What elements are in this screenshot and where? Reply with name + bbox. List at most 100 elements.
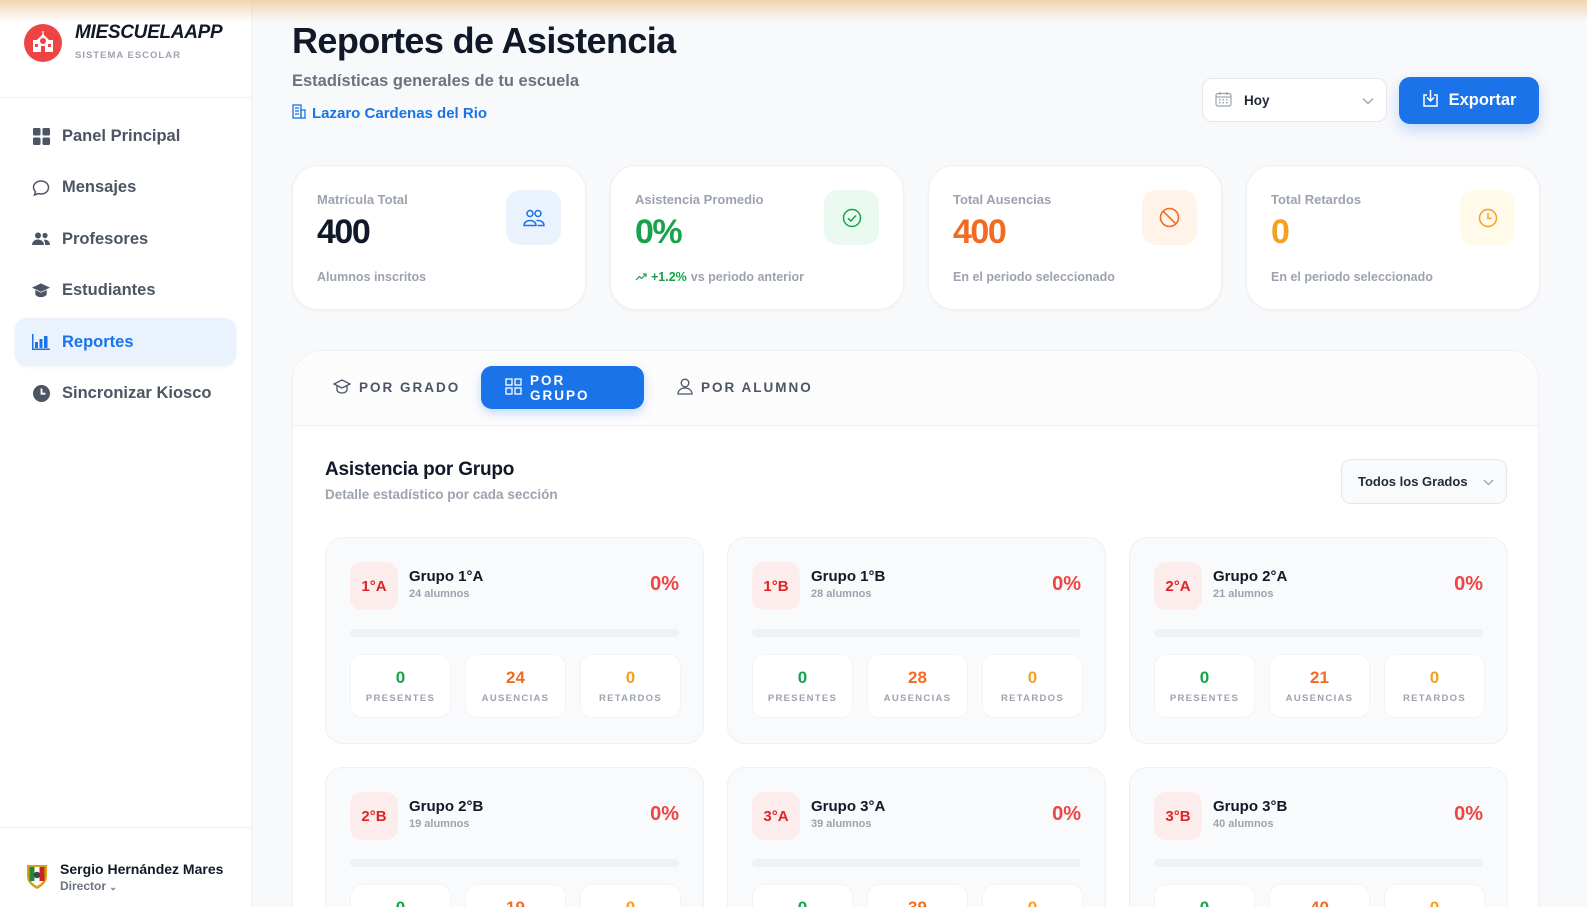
late-count: 0 [1429,668,1440,687]
tab-label: POR ALUMNO [701,380,813,395]
tab-por-alumno[interactable]: POR ALUMNO [653,366,837,409]
tab-por-grado[interactable]: POR GRADO [309,366,484,409]
clock-icon [32,385,50,403]
stat-footnote-text: En el periodo seleccionado [1271,270,1433,284]
present-count: 0 [798,898,807,907]
users-icon [32,230,50,248]
group-name: Grupo 1°B [811,568,886,585]
mini-stat-absent: 40AUSENCIAS [1269,884,1370,907]
export-label: Exportar [1448,91,1517,109]
mini-stat-absent: 19AUSENCIAS [465,884,566,907]
group-card[interactable]: 2°A Grupo 2°A 21 alumnos 0% 0 PRESENTES 2… [1129,537,1508,744]
sidebar-item-label: Estudiantes [62,281,156,299]
stat-footnote: En el periodo seleccionado [1271,270,1433,284]
building-icon [292,104,306,123]
stat-footnote: Alumnos inscritos [317,270,426,284]
grade-filter-select[interactable]: Todos los Grados [1341,459,1507,504]
mini-stat-absent: 24 AUSENCIAS [465,654,566,718]
stat-card-matricula: Matrícula Total 400 Alumnos inscritos [292,165,586,310]
section-subtitle: Detalle estadístico por cada sección [325,487,558,502]
absent-count: 19 [506,898,525,907]
clock-icon [1460,190,1515,245]
absent-label: AUSENCIAS [1285,693,1354,704]
group-badge: 2°A [1154,562,1202,610]
sidebar: MIESCUELAAPP SISTEMA ESCOLAR Panel Princ… [0,0,252,907]
graduation-cap-icon [332,378,352,397]
period-select[interactable]: Hoy [1202,78,1387,122]
attendance-progress-bar [752,859,1081,867]
school-crest-icon [22,861,52,892]
present-count: 0 [797,668,808,687]
chevron-down-icon [1362,93,1374,108]
user-icon [677,378,693,398]
check-circle-icon [824,190,879,245]
group-student-count: 39 alumnos [811,818,872,830]
group-name: Grupo 2°B [409,798,484,815]
sidebar-item-label: Profesores [62,229,149,248]
stat-value: 400 [317,213,371,251]
mini-stat-late: 0 RETARDOS [1384,654,1485,718]
download-icon [1422,89,1439,112]
group-student-count: 24 alumnos [409,588,470,600]
stat-card-asistencia: Asistencia Promedio 0% +1.2% vs periodo … [610,165,904,310]
group-badge: 1°A [350,562,398,610]
brand[interactable]: MIESCUELAAPP SISTEMA ESCOLAR [0,0,251,98]
graduation-cap-icon [32,282,50,300]
late-count: 0 [1430,898,1439,907]
user-role-dropdown[interactable]: Director ⌄ [60,879,223,893]
present-count: 0 [1200,898,1209,907]
stat-footnote-text: vs periodo anterior [690,270,805,284]
absent-count: 40 [1310,898,1329,907]
chat-bubble-icon [32,179,50,197]
sidebar-item-mensajes[interactable]: Mensajes [15,164,236,212]
trend-value: +1.2% [651,270,687,284]
stat-value: 0% [635,213,683,251]
sidebar-item-reportes[interactable]: Reportes [15,318,236,366]
sidebar-item-label: Sincronizar Kiosco [62,384,212,402]
sidebar-item-sincronizar-kiosco[interactable]: Sincronizar Kiosco [15,370,236,418]
school-name: Lazaro Cardenas del Rio [312,105,488,122]
groups-grid: 1°A Grupo 1°A 24 alumnos 0% 0 PRESENTES 2… [325,537,1508,907]
user-profile[interactable]: Sergio Hernández Mares Director ⌄ [0,827,251,907]
chevron-down-icon: ⌄ [109,881,117,892]
present-count: 0 [1199,668,1210,687]
late-count: 0 [1027,668,1038,687]
sidebar-item-label: Mensajes [62,178,137,196]
stat-footnote: +1.2% vs periodo anterior [635,270,804,284]
stat-label: Matrícula Total [317,192,408,207]
export-button[interactable]: Exportar [1399,77,1539,124]
present-label: PRESENTES [365,693,436,704]
sidebar-item-panel-principal[interactable]: Panel Principal [15,112,236,160]
tab-por-grupo[interactable]: POR GRUPO [481,366,644,409]
school-link[interactable]: Lazaro Cardenas del Rio [292,104,487,123]
sidebar-item-profesores[interactable]: Profesores [15,215,236,263]
sidebar-item-estudiantes[interactable]: Estudiantes [15,267,236,315]
stat-card-retardos: Total Retardos 0 En el periodo seleccion… [1246,165,1540,310]
late-label: RETARDOS [598,693,662,704]
sidebar-nav: Panel Principal Mensajes Profesores Estu… [0,98,251,418]
group-name: Grupo 2°A [1213,568,1288,585]
mini-stat-absent: 28 AUSENCIAS [867,654,968,718]
brand-name: MIESCUELAAPP [75,22,223,43]
absent-count: 21 [1310,668,1329,687]
late-label: RETARDOS [1402,693,1466,704]
attendance-progress-bar [752,629,1081,637]
absent-count: 24 [506,668,525,687]
group-attendance-pct: 0% [1052,803,1081,825]
late-count: 0 [626,898,635,907]
chevron-down-icon [1483,474,1494,489]
group-card[interactable]: 1°A Grupo 1°A 24 alumnos 0% 0 PRESENTES 2… [325,537,704,744]
group-card[interactable]: 1°B Grupo 1°B 28 alumnos 0% 0 PRESENTES 2… [727,537,1106,744]
period-select-value: Hoy [1244,92,1270,108]
report-panel: POR GRADO POR GRUPO POR ALUMNO Asistenci… [292,350,1539,907]
stat-value: 400 [953,213,1007,251]
trend-up-icon [635,270,647,284]
